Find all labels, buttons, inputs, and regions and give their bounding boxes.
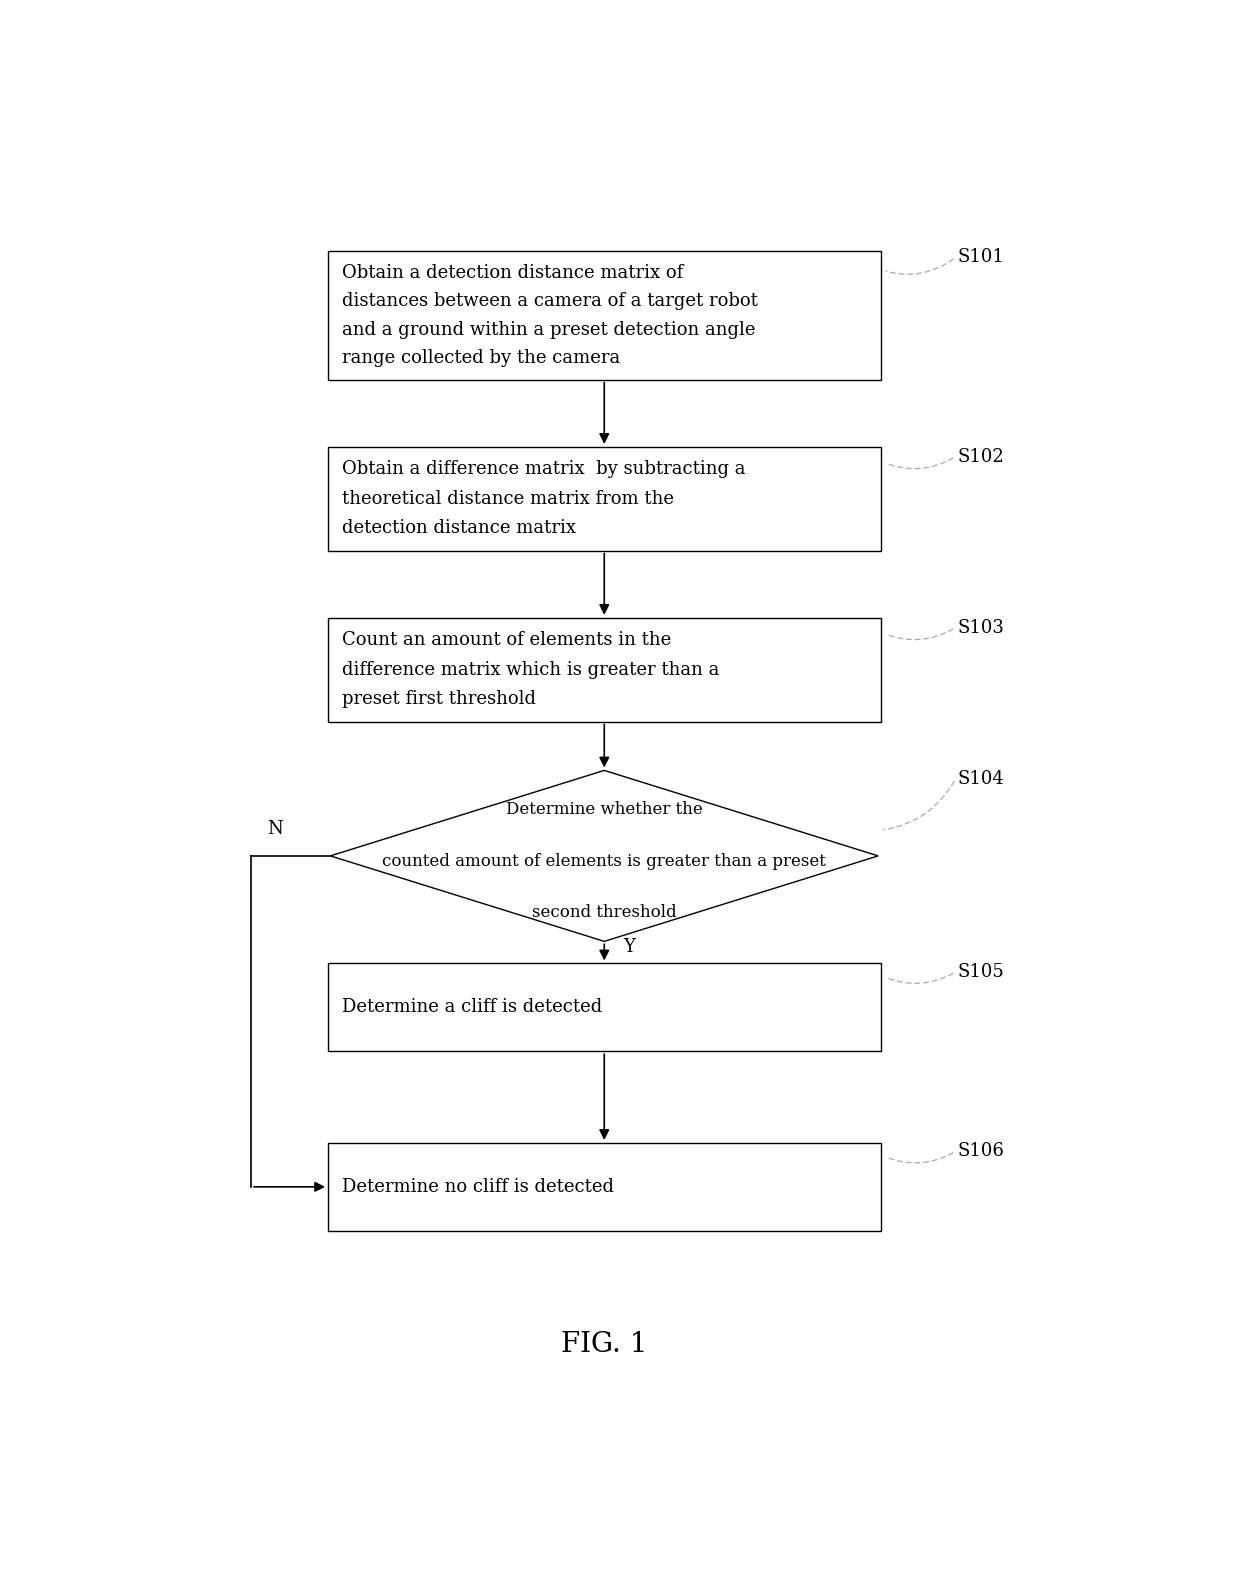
Text: distances between a camera of a target robot: distances between a camera of a target r… (342, 292, 759, 311)
Text: S103: S103 (957, 619, 1004, 636)
Text: S102: S102 (957, 447, 1004, 466)
Text: Y: Y (624, 939, 635, 956)
Polygon shape (330, 771, 878, 942)
Bar (327, 251, 880, 379)
Text: Determine a cliff is detected: Determine a cliff is detected (342, 998, 603, 1017)
Text: S105: S105 (957, 963, 1004, 980)
Text: range collected by the camera: range collected by the camera (342, 349, 621, 368)
Text: Count an amount of elements in the: Count an amount of elements in the (342, 631, 672, 649)
Text: S106: S106 (957, 1142, 1004, 1161)
Bar (327, 619, 880, 722)
Text: and a ground within a preset detection angle: and a ground within a preset detection a… (342, 320, 756, 339)
Text: FIG. 1: FIG. 1 (562, 1331, 649, 1358)
Text: Obtain a detection distance matrix of: Obtain a detection distance matrix of (342, 263, 683, 282)
Text: theoretical distance matrix from the: theoretical distance matrix from the (342, 490, 675, 508)
Text: detection distance matrix: detection distance matrix (342, 519, 577, 538)
Bar (327, 447, 880, 550)
Bar (327, 963, 880, 1052)
Text: N: N (268, 820, 283, 837)
Bar (327, 1144, 880, 1231)
Text: counted amount of elements is greater than a preset: counted amount of elements is greater th… (382, 853, 826, 869)
Text: Obtain a difference matrix  by subtracting a: Obtain a difference matrix by subtractin… (342, 460, 746, 477)
Text: preset first threshold: preset first threshold (342, 690, 537, 709)
Text: difference matrix which is greater than a: difference matrix which is greater than … (342, 661, 719, 679)
Text: Determine whether the: Determine whether the (506, 801, 703, 818)
Text: S104: S104 (957, 769, 1004, 788)
Text: S101: S101 (957, 249, 1004, 266)
Text: second threshold: second threshold (532, 904, 677, 921)
Text: Determine no cliff is detected: Determine no cliff is detected (342, 1178, 614, 1196)
